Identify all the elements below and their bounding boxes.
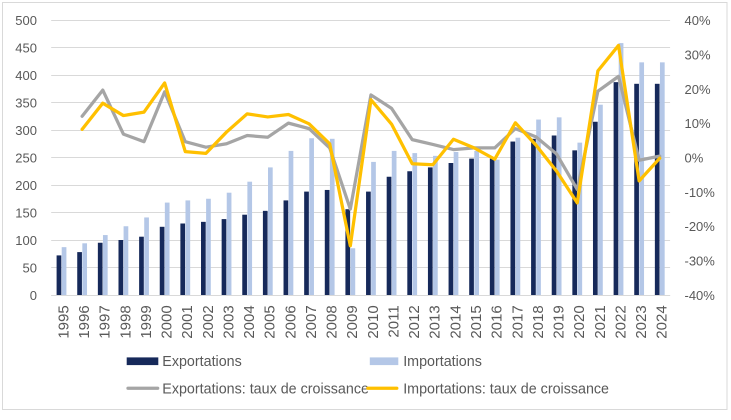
svg-text:2007: 2007: [303, 305, 320, 338]
svg-text:2017: 2017: [509, 305, 526, 338]
svg-text:2021: 2021: [592, 305, 609, 338]
svg-text:2000: 2000: [159, 305, 176, 338]
svg-text:2002: 2002: [200, 305, 217, 338]
svg-text:2003: 2003: [220, 305, 237, 338]
svg-text:0%: 0%: [685, 151, 704, 166]
svg-text:2004: 2004: [241, 305, 258, 338]
svg-text:2023: 2023: [633, 305, 650, 338]
svg-text:400: 400: [15, 68, 37, 83]
svg-text:2005: 2005: [262, 305, 279, 338]
svg-text:2015: 2015: [468, 305, 485, 338]
svg-text:150: 150: [15, 206, 37, 221]
svg-text:2014: 2014: [447, 305, 464, 338]
svg-text:-20%: -20%: [685, 219, 716, 234]
svg-text:2006: 2006: [282, 305, 299, 338]
svg-text:20%: 20%: [685, 82, 711, 97]
svg-text:-10%: -10%: [685, 185, 716, 200]
svg-text:-30%: -30%: [685, 254, 716, 269]
svg-text:300: 300: [15, 123, 37, 138]
svg-text:30%: 30%: [685, 47, 711, 62]
svg-text:40%: 40%: [685, 13, 711, 28]
svg-text:1997: 1997: [97, 305, 114, 338]
svg-text:-40%: -40%: [685, 288, 716, 303]
svg-text:Importations: Importations: [403, 354, 482, 370]
svg-text:1996: 1996: [76, 305, 93, 338]
svg-text:Exportations: taux de croissan: Exportations: taux de croissance: [162, 381, 369, 397]
svg-text:450: 450: [15, 41, 37, 56]
svg-text:2016: 2016: [489, 305, 506, 338]
svg-text:2018: 2018: [530, 305, 547, 338]
svg-text:100: 100: [15, 233, 37, 248]
svg-text:2001: 2001: [179, 305, 196, 338]
svg-text:350: 350: [15, 96, 37, 111]
svg-text:500: 500: [15, 13, 37, 28]
svg-text:2019: 2019: [551, 305, 568, 338]
svg-text:2013: 2013: [427, 305, 444, 338]
svg-text:0: 0: [30, 288, 37, 303]
svg-text:250: 250: [15, 151, 37, 166]
svg-text:1999: 1999: [138, 305, 155, 338]
svg-text:Importations: taux de croissan: Importations: taux de croissance: [403, 381, 609, 397]
svg-text:Exportations: Exportations: [162, 354, 241, 370]
svg-text:2010: 2010: [365, 305, 382, 338]
svg-text:1995: 1995: [55, 305, 72, 338]
svg-text:2020: 2020: [571, 305, 588, 338]
svg-text:50: 50: [23, 261, 37, 276]
svg-text:2022: 2022: [612, 305, 629, 338]
svg-text:1998: 1998: [117, 305, 134, 338]
svg-text:2009: 2009: [344, 305, 361, 338]
svg-text:2012: 2012: [406, 305, 423, 338]
svg-text:2011: 2011: [386, 305, 403, 337]
svg-text:2008: 2008: [324, 305, 341, 338]
svg-text:10%: 10%: [685, 116, 711, 131]
svg-text:2024: 2024: [654, 305, 671, 338]
svg-text:200: 200: [15, 178, 37, 193]
